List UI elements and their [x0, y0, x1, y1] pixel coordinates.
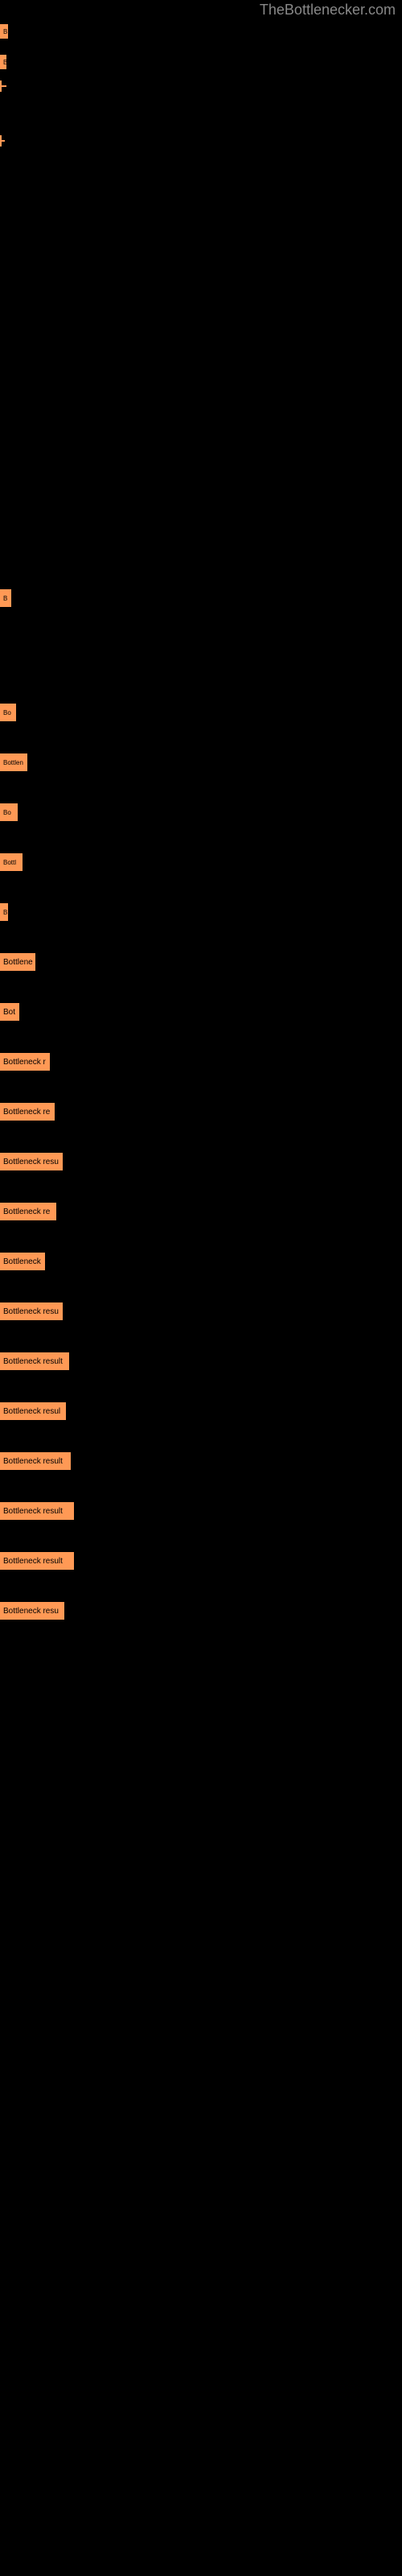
bar: Bottl [0, 853, 23, 871]
bar: Bottlen [0, 753, 27, 771]
chart-row: Bo [0, 704, 402, 721]
bar-label: Bottleneck [3, 1257, 41, 1266]
chart-row: B [0, 589, 402, 607]
chart-row: Bot [0, 1003, 402, 1021]
chart-row: Bo [0, 803, 402, 821]
chart-row: Bottleneck result [0, 1552, 402, 1570]
top-bar-4 [0, 140, 402, 155]
bar: Bottleneck re [0, 1203, 56, 1220]
chart-row: Bottleneck r [0, 1053, 402, 1071]
chart-row: Bottleneck resu [0, 1602, 402, 1620]
chart-row: Bottleneck result [0, 1502, 402, 1520]
chart-row: Bottlen [0, 753, 402, 771]
bar-label: B [3, 59, 7, 66]
top-bar-1: B [0, 24, 402, 39]
bar-label: Bottl [3, 859, 16, 866]
bar: B [0, 903, 8, 921]
bar: Bottlene [0, 953, 35, 971]
bar: Bottleneck [0, 1253, 45, 1270]
chart-row: B [0, 903, 402, 921]
top-bar-3 [0, 85, 402, 100]
bar-label: B [3, 909, 7, 916]
bar: Bottleneck r [0, 1053, 50, 1071]
line-handle [0, 135, 2, 147]
chart-row: Bottleneck result [0, 1452, 402, 1470]
bar-label: Bottleneck r [3, 1058, 46, 1067]
bar: Bottleneck result [0, 1452, 71, 1470]
bar: Bottleneck resu [0, 1153, 63, 1170]
line-handle [0, 80, 2, 92]
bar-label: Bo [3, 709, 11, 716]
bar-label: Bottleneck result [3, 1457, 63, 1466]
bar: Bottleneck result [0, 1502, 74, 1520]
chart-row: Bottleneck result [0, 1352, 402, 1370]
bar: Bottleneck resu [0, 1302, 63, 1320]
bar-label: Bottleneck resu [3, 1607, 59, 1616]
chart-row: Bottl [0, 853, 402, 871]
bar-label: B [3, 28, 7, 35]
chart-row: Bottleneck re [0, 1103, 402, 1121]
chart-area: B Bo Bottlen Bo Bottl B Bottlene Bot Bot… [0, 589, 402, 1620]
bar: B [0, 589, 11, 607]
bar-label: B [3, 595, 7, 602]
bar-label: Bottleneck re [3, 1208, 50, 1216]
bar-label: Bottleneck resu [3, 1158, 59, 1166]
watermark-text: TheBottlenecker.com [260, 2, 396, 19]
chart-row: Bottleneck resu [0, 1153, 402, 1170]
bar: Bottleneck re [0, 1103, 55, 1121]
top-bar-2: B [0, 55, 402, 69]
bar-label: Bottleneck result [3, 1507, 63, 1516]
bar: Bottleneck resul [0, 1402, 66, 1420]
bar: Bo [0, 803, 18, 821]
bar-label: Bottleneck resul [3, 1407, 60, 1416]
bar-label: Bo [3, 809, 11, 816]
bar-label: Bottleneck result [3, 1357, 63, 1366]
top-bars-section: B B [0, 0, 402, 155]
bar: B [0, 55, 6, 69]
bar-label: Bottlene [3, 958, 33, 967]
bar-label: Bot [3, 1008, 15, 1017]
chart-row: Bottleneck resul [0, 1402, 402, 1420]
bar-label: Bottleneck result [3, 1557, 63, 1566]
chart-row: Bottleneck re [0, 1203, 402, 1220]
bar: Bo [0, 704, 16, 721]
bar-label: Bottleneck re [3, 1108, 50, 1117]
bar: B [0, 24, 8, 39]
bar-label: Bottlen [3, 759, 23, 766]
bar: Bottleneck result [0, 1552, 74, 1570]
chart-row: Bottlene [0, 953, 402, 971]
bar: Bot [0, 1003, 19, 1021]
bar: Bottleneck result [0, 1352, 69, 1370]
chart-row: Bottleneck [0, 1253, 402, 1270]
bar: Bottleneck resu [0, 1602, 64, 1620]
chart-row: Bottleneck resu [0, 1302, 402, 1320]
bar-label: Bottleneck resu [3, 1307, 59, 1316]
